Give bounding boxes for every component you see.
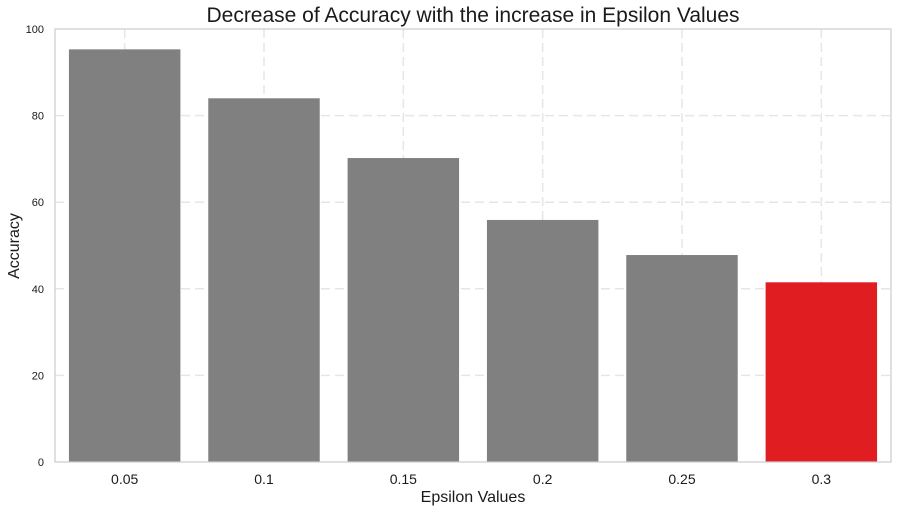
bar-0.25 [626, 255, 738, 462]
y-tick-label: 0 [38, 457, 44, 469]
plot-frame [54, 28, 892, 463]
bar-0.15 [347, 158, 460, 462]
x-tick-label: 0.1 [254, 471, 274, 487]
y-tick-label: 40 [32, 284, 44, 296]
x-axis-label: Epsilon Values [421, 489, 526, 506]
bar-0.3 [765, 282, 878, 462]
chart-title: Decrease of Accuracy with the increase i… [206, 4, 739, 27]
x-tick-label: 0.25 [668, 471, 695, 487]
x-axis-ticks: 0.05 0.1 0.15 0.2 0.25 0.3 [111, 471, 831, 487]
bar-0.05 [68, 49, 181, 462]
x-tick-label: 0.3 [812, 471, 832, 487]
x-tick-label: 0.15 [390, 471, 417, 487]
y-tick-label: 20 [32, 370, 44, 382]
y-tick-label: 80 [32, 111, 44, 123]
y-axis-ticks: 0 20 40 60 80 100 [26, 24, 44, 469]
x-tick-label: 0.05 [111, 471, 138, 487]
bar-0.2 [486, 219, 599, 462]
y-tick-label: 60 [32, 197, 44, 209]
bars [68, 49, 878, 462]
y-tick-label: 100 [26, 24, 44, 36]
bar-0.1 [208, 98, 320, 462]
y-axis-label: Accuracy [6, 213, 23, 279]
x-tick-label: 0.2 [533, 471, 553, 487]
